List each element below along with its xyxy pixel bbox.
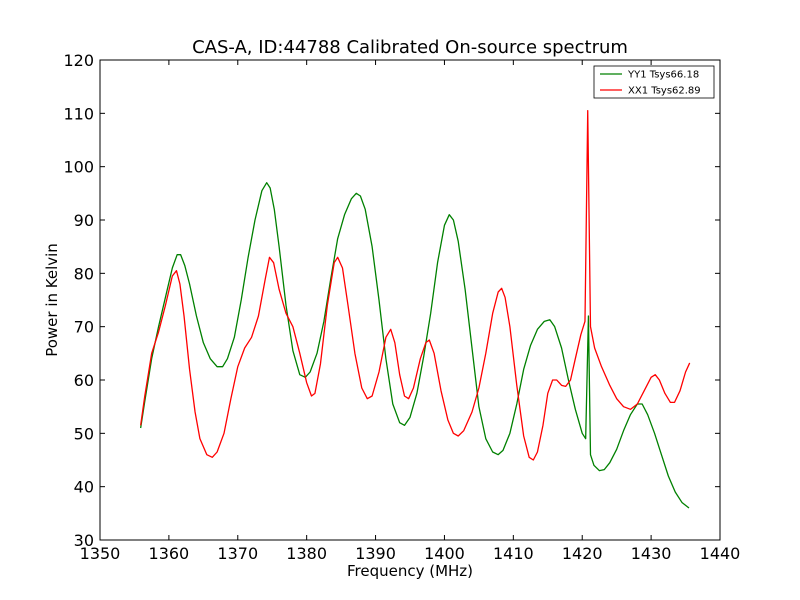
y-axis: 30 40 50 60 70 80 90 100 110 120 — [63, 51, 720, 550]
series-line-yy1 — [139, 182, 690, 509]
y-tick-label: 110 — [63, 104, 94, 123]
y-tick-label: 80 — [74, 264, 94, 283]
plot-area — [99, 59, 721, 541]
x-tick-label: 1420 — [562, 544, 603, 563]
y-tick-label: 70 — [74, 318, 94, 337]
x-tick-label: 1430 — [631, 544, 672, 563]
x-tick-label: 1380 — [286, 544, 327, 563]
x-tick-label: 1410 — [493, 544, 534, 563]
chart-title: CAS-A, ID:44788 Calibrated On-source spe… — [192, 37, 628, 58]
legend-box — [593, 65, 715, 99]
legend-label-yy1: YY1 Tsys66.18 — [627, 70, 699, 81]
y-tick-label: 40 — [74, 478, 94, 497]
x-tick-label: 1390 — [355, 544, 396, 563]
x-tick-label: 1440 — [700, 544, 741, 563]
x-tick-label: 1400 — [424, 544, 465, 563]
y-axis-label: Power in Kelvin — [43, 243, 61, 357]
y-tick-label: 120 — [63, 51, 94, 70]
legend: YY1 Tsys66.18 XX1 Tsys62.89 — [593, 65, 715, 99]
x-tick-label: 1370 — [217, 544, 258, 563]
y-tick-label: 60 — [74, 371, 94, 390]
y-tick-label: 30 — [74, 531, 94, 550]
series-layer — [139, 110, 691, 509]
y-tick-label: 90 — [74, 211, 94, 230]
x-tick-label: 1350 — [80, 544, 121, 563]
y-tick-label: 50 — [74, 424, 94, 443]
x-axis: 1350 1360 1370 1380 1390 1400 1410 1420 1430 1440 — [80, 60, 741, 563]
plot-frame — [99, 59, 721, 541]
x-tick-label: 1360 — [149, 544, 190, 563]
x-axis-label: Frequency (MHz) — [347, 562, 473, 580]
series-line-xx1 — [139, 110, 691, 461]
legend-label-xx1: XX1 Tsys62.89 — [628, 86, 701, 97]
y-tick-label: 100 — [63, 158, 94, 177]
